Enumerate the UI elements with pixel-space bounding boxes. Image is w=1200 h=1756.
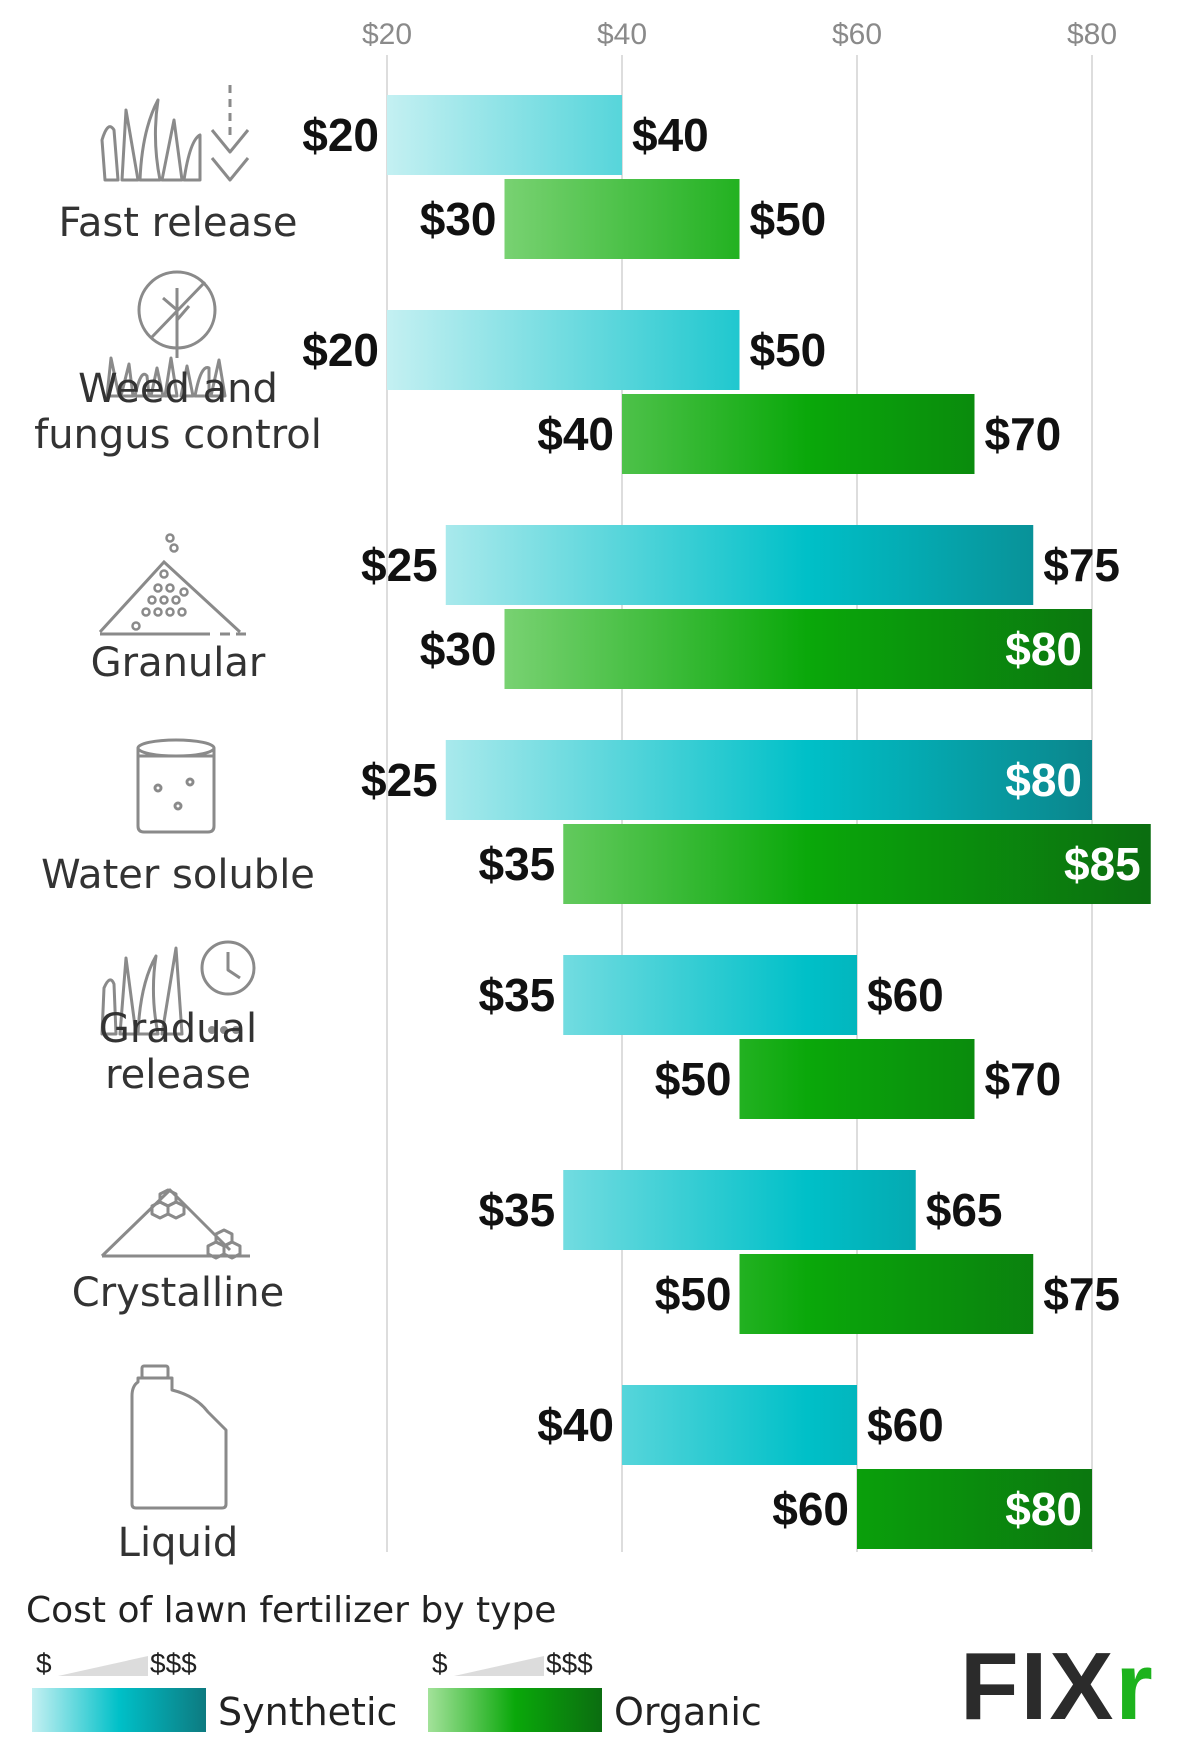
legend-organic-label: Organic bbox=[614, 1690, 762, 1734]
legend-synthetic-label: Synthetic bbox=[218, 1690, 398, 1734]
chart-title: Cost of lawn fertilizer by type bbox=[26, 1590, 557, 1631]
high-value-label: $70 bbox=[985, 1053, 1062, 1105]
high-value-label: $50 bbox=[750, 193, 827, 245]
high-value-label: $80 bbox=[1005, 1483, 1082, 1535]
low-value-label: $25 bbox=[361, 754, 438, 806]
category-label: Gradual release bbox=[99, 1006, 257, 1098]
synthetic-bar bbox=[445, 740, 1092, 820]
fertilizer-cost-chart: $20 $40 $60 $80 bbox=[34, 18, 1151, 1566]
granular-icon bbox=[98, 533, 246, 636]
low-value-label: $30 bbox=[420, 193, 497, 245]
high-value-label: $80 bbox=[1005, 754, 1082, 806]
logo-accent-text: r bbox=[1115, 1633, 1155, 1740]
category-labels: Fast release Weed and fungus control Granul… bbox=[34, 200, 322, 1566]
category-label: Weed and fungus control bbox=[34, 366, 322, 458]
legend-organic-wedge bbox=[454, 1656, 544, 1676]
low-value-label: $35 bbox=[479, 838, 556, 890]
legend-organic-swatch bbox=[428, 1688, 602, 1732]
legend-synthetic-scale-low: $ bbox=[36, 1648, 52, 1679]
high-value-label: $85 bbox=[1064, 838, 1141, 890]
organic-bar bbox=[504, 609, 1092, 689]
x-tick-label: $80 bbox=[1067, 18, 1117, 51]
crystalline-icon bbox=[100, 1188, 250, 1260]
category-label-line: Fast release bbox=[59, 200, 298, 246]
category-label: Water soluble bbox=[41, 852, 315, 898]
low-value-label: $60 bbox=[772, 1483, 849, 1535]
low-value-label: $25 bbox=[361, 539, 438, 591]
synthetic-bar bbox=[387, 310, 740, 390]
x-tick-label: $40 bbox=[597, 18, 647, 51]
high-value-label: $65 bbox=[926, 1184, 1003, 1236]
legend-organic-scale-high: $$$ bbox=[546, 1648, 593, 1679]
high-value-label: $75 bbox=[1043, 1268, 1120, 1320]
category-label-line: Crystalline bbox=[72, 1270, 284, 1316]
legend-synthetic-wedge bbox=[58, 1656, 148, 1676]
category-label: Fast release bbox=[59, 200, 298, 246]
synthetic-bar bbox=[563, 955, 857, 1035]
high-value-label: $50 bbox=[750, 324, 827, 376]
fast-release-icon bbox=[100, 85, 250, 182]
category-label: Liquid bbox=[118, 1520, 239, 1566]
legend-synthetic-swatch bbox=[32, 1688, 206, 1732]
organic-bar bbox=[504, 179, 740, 259]
low-value-label: $20 bbox=[302, 109, 379, 161]
category-label-line: Liquid bbox=[118, 1520, 239, 1566]
logo-main-text: FIX bbox=[960, 1633, 1116, 1740]
organic-bar bbox=[563, 824, 1151, 904]
high-value-label: $40 bbox=[632, 109, 709, 161]
x-tick-label: $20 bbox=[362, 18, 412, 51]
x-axis-ticks: $20 $40 $60 $80 bbox=[362, 18, 1117, 51]
low-value-label: $40 bbox=[537, 1399, 614, 1451]
category-label: Granular bbox=[91, 640, 266, 686]
low-value-label: $20 bbox=[302, 324, 379, 376]
organic-bar bbox=[622, 394, 975, 474]
low-value-label: $50 bbox=[655, 1268, 732, 1320]
high-value-label: $80 bbox=[1005, 623, 1082, 675]
category-label-line: release bbox=[105, 1052, 251, 1098]
synthetic-bar bbox=[563, 1170, 916, 1250]
fixr-logo: FIXr bbox=[960, 1632, 1155, 1742]
value-labels: $20 $40 $20 $50 $25 $75 $25 $80 $35 $60 $35 $65 $40 $… bbox=[302, 109, 1141, 1535]
low-value-label: $40 bbox=[537, 408, 614, 460]
high-value-label: $60 bbox=[867, 969, 944, 1021]
organic-bar bbox=[857, 1469, 1092, 1549]
high-value-label: $75 bbox=[1043, 539, 1120, 591]
legend-synthetic-scale-high: $$$ bbox=[150, 1648, 197, 1679]
synthetic-bar bbox=[387, 95, 622, 175]
category-label-line: Water soluble bbox=[41, 852, 315, 898]
low-value-label: $35 bbox=[479, 969, 556, 1021]
x-tick-label: $60 bbox=[832, 18, 882, 51]
bars bbox=[387, 95, 1151, 1549]
low-value-label: $50 bbox=[655, 1053, 732, 1105]
synthetic-bar bbox=[622, 1385, 857, 1465]
gradual-release-icon bbox=[100, 940, 256, 1036]
category-label-line: Gradual bbox=[99, 1006, 257, 1052]
liquid-jug-icon bbox=[130, 1364, 228, 1510]
water-soluble-icon bbox=[136, 738, 216, 834]
synthetic-bar bbox=[445, 525, 1034, 605]
category-icons bbox=[98, 85, 256, 1510]
organic-bar bbox=[739, 1039, 975, 1119]
category-label-line: Granular bbox=[91, 640, 266, 686]
high-value-label: $60 bbox=[867, 1399, 944, 1451]
legend-organic-scale-low: $ bbox=[432, 1648, 448, 1679]
low-value-label: $35 bbox=[479, 1184, 556, 1236]
category-label-line: fungus control bbox=[34, 412, 322, 458]
low-value-label: $30 bbox=[420, 623, 497, 675]
weed-control-icon bbox=[105, 270, 227, 398]
category-label: Crystalline bbox=[72, 1270, 284, 1316]
category-label-line: Weed and bbox=[78, 366, 278, 412]
organic-bar bbox=[739, 1254, 1034, 1334]
high-value-label: $70 bbox=[985, 408, 1062, 460]
